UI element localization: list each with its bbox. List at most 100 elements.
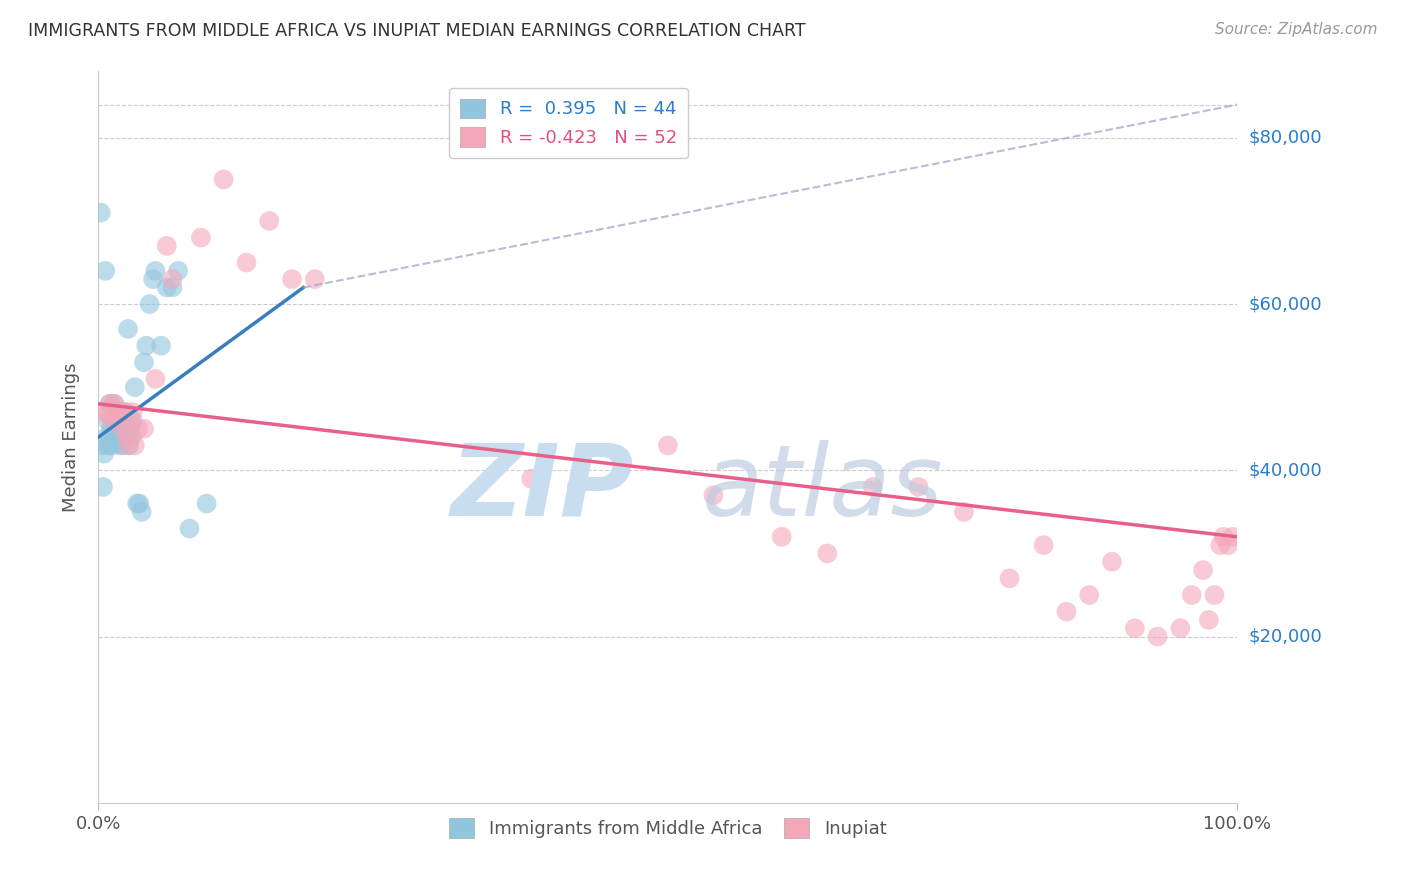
Point: [304, 272, 326, 286]
Point: [108, 422, 131, 436]
Point: [112, 422, 135, 436]
Text: IMMIGRANTS FROM MIDDLE AFRICA VS INUPIAT MEDIAN EARNINGS CORRELATION CHART: IMMIGRANTS FROM MIDDLE AFRICA VS INUPIAT…: [28, 22, 806, 40]
Point: [112, 438, 135, 452]
Point: [1218, 538, 1240, 552]
Point: [135, 338, 157, 352]
Point: [142, 272, 165, 286]
Point: [145, 264, 167, 278]
Point: [120, 422, 142, 436]
Point: [101, 438, 124, 452]
Point: [1032, 538, 1054, 552]
Point: [121, 405, 143, 419]
Point: [162, 280, 184, 294]
Point: [179, 521, 201, 535]
Point: [124, 380, 146, 394]
Point: [128, 497, 150, 511]
Point: [110, 405, 132, 419]
Point: [770, 530, 793, 544]
Point: [97, 438, 120, 452]
Text: $60,000: $60,000: [1249, 295, 1322, 313]
Point: [117, 438, 139, 452]
Point: [107, 430, 129, 444]
Point: [124, 438, 146, 452]
Point: [114, 405, 136, 419]
Point: [235, 255, 257, 269]
Point: [117, 322, 139, 336]
Point: [96, 413, 118, 427]
Point: [105, 405, 128, 419]
Point: [98, 397, 121, 411]
Point: [702, 488, 724, 502]
Point: [108, 438, 131, 452]
Point: [195, 497, 218, 511]
Point: [520, 472, 543, 486]
Point: [96, 430, 118, 444]
Point: [127, 422, 149, 436]
Point: [115, 430, 138, 444]
Point: [1101, 555, 1123, 569]
Point: [657, 438, 679, 452]
Point: [114, 422, 136, 436]
Point: [98, 397, 121, 411]
Text: $80,000: $80,000: [1249, 128, 1322, 147]
Point: [1192, 563, 1215, 577]
Point: [132, 355, 155, 369]
Point: [281, 272, 304, 286]
Point: [1146, 630, 1168, 644]
Point: [114, 405, 136, 419]
Text: $40,000: $40,000: [1249, 461, 1322, 479]
Point: [127, 497, 149, 511]
Point: [145, 372, 167, 386]
Point: [190, 230, 212, 244]
Point: [212, 172, 235, 186]
Point: [1204, 588, 1226, 602]
Point: [953, 505, 976, 519]
Point: [1054, 605, 1078, 619]
Point: [90, 205, 112, 219]
Point: [91, 480, 114, 494]
Point: [121, 413, 143, 427]
Text: ZIP: ZIP: [451, 440, 634, 537]
Point: [108, 413, 131, 427]
Point: [103, 397, 125, 411]
Point: [120, 430, 142, 444]
Point: [162, 272, 184, 286]
Point: [1078, 588, 1101, 602]
Point: [131, 505, 153, 519]
Point: [110, 430, 132, 444]
Point: [1198, 613, 1220, 627]
Point: [167, 264, 190, 278]
Point: [105, 413, 128, 427]
Point: [1181, 588, 1204, 602]
Point: [156, 280, 179, 294]
Point: [1123, 621, 1146, 635]
Point: [907, 480, 929, 494]
Point: [90, 438, 112, 452]
Point: [120, 413, 142, 427]
Point: [156, 239, 179, 253]
Point: [998, 571, 1021, 585]
Text: Source: ZipAtlas.com: Source: ZipAtlas.com: [1215, 22, 1378, 37]
Point: [815, 546, 838, 560]
Y-axis label: Median Earnings: Median Earnings: [62, 362, 80, 512]
Point: [150, 338, 173, 352]
Point: [115, 430, 138, 444]
Point: [118, 438, 141, 452]
Point: [93, 447, 115, 461]
Point: [101, 413, 124, 427]
Point: [138, 297, 160, 311]
Point: [93, 405, 115, 419]
Point: [103, 397, 125, 411]
Point: [103, 413, 125, 427]
Point: [111, 413, 134, 427]
Point: [96, 405, 118, 419]
Point: [1209, 538, 1232, 552]
Point: [100, 422, 122, 436]
Point: [104, 430, 127, 444]
Point: [94, 264, 117, 278]
Point: [612, 455, 634, 469]
Text: $20,000: $20,000: [1249, 628, 1322, 646]
Point: [1170, 621, 1192, 635]
Point: [132, 422, 155, 436]
Legend: Immigrants from Middle Africa, Inupiat: Immigrants from Middle Africa, Inupiat: [441, 811, 894, 845]
